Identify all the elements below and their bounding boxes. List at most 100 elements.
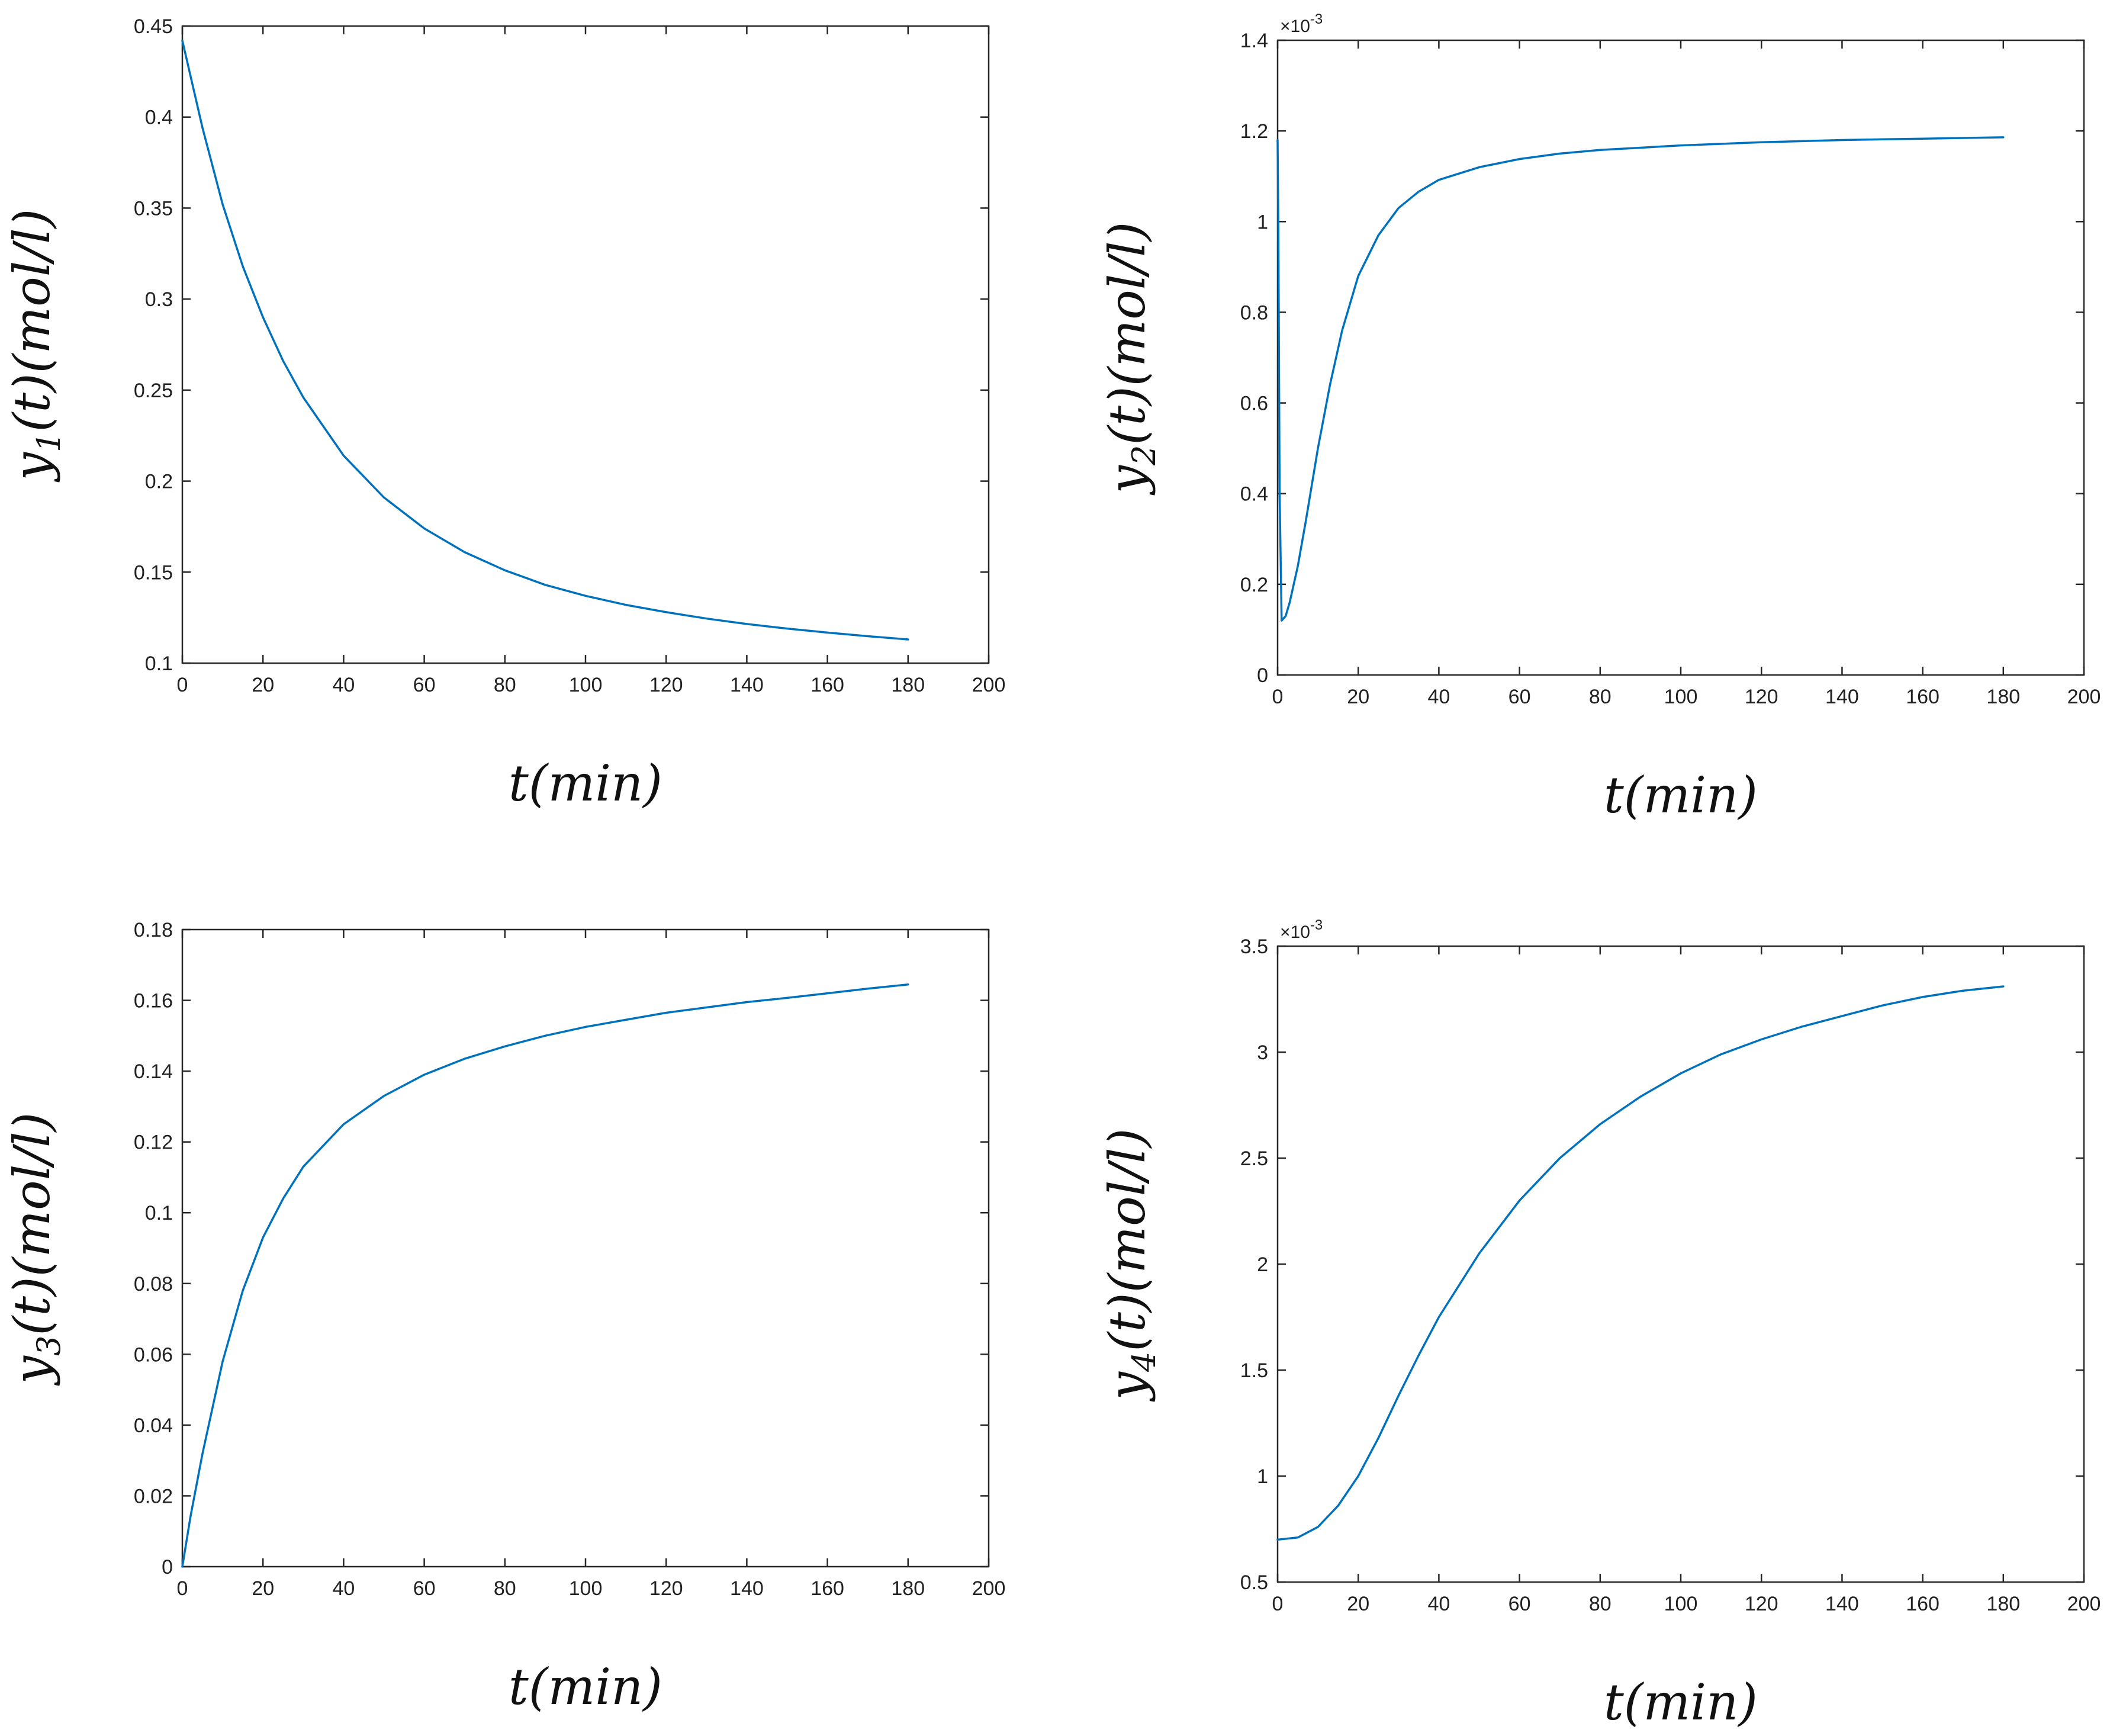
- chart-panel-y3: 0 20 40 60 80 100 120 140 160 180 200 0 0.02 0.04 0.06…: [3, 919, 1005, 1716]
- x-tick-label: 60: [413, 1577, 436, 1600]
- y-tick-label: 3: [1257, 1041, 1268, 1064]
- x-tick-label: 40: [1427, 1593, 1450, 1615]
- y-tick-label: 0.18: [134, 919, 173, 941]
- y-tick-label: 0.3: [145, 288, 173, 311]
- x-tick-label: 200: [972, 1577, 1006, 1600]
- y-tick-label: 0.02: [134, 1485, 173, 1507]
- x-tick-label: 160: [810, 674, 844, 696]
- x-tick-label: 0: [1272, 686, 1284, 708]
- y-tick-label: 0.08: [134, 1273, 173, 1295]
- x-tick-label: 100: [569, 674, 603, 696]
- x-tick-label: 40: [1427, 686, 1450, 708]
- x-tick-label: 40: [332, 674, 355, 696]
- y-tick-label: 0.35: [134, 197, 173, 220]
- x-tick-label: 160: [1906, 686, 1939, 708]
- x-tick-label: 160: [810, 1577, 844, 1600]
- y-tick-label: 0.5: [1240, 1571, 1268, 1594]
- y-tick-label: 1.4: [1240, 30, 1268, 52]
- x-tick-label: 80: [494, 674, 516, 696]
- y-tick-label: 0.04: [134, 1414, 173, 1437]
- x-tick-label: 20: [252, 1577, 274, 1600]
- y-tick-label: 0.2: [1240, 574, 1268, 596]
- y-tick-label: 0: [1257, 664, 1268, 687]
- y-tick-label: 0.4: [1240, 483, 1268, 506]
- x-tick-label: 140: [730, 1577, 764, 1600]
- y-tick-label: 1.2: [1240, 120, 1268, 143]
- x-tick-label: 180: [1986, 1593, 2020, 1615]
- series-line-y1: [181, 39, 909, 641]
- x-tick-label: 80: [494, 1577, 516, 1600]
- x-tick-label: 200: [2067, 1593, 2101, 1615]
- x-tick-label: 120: [1745, 1593, 1778, 1615]
- x-tick-label: 200: [972, 674, 1006, 696]
- y-tick-label: 0.14: [134, 1060, 173, 1083]
- y-tick-label: 0.6: [1240, 393, 1268, 415]
- plot-frame: [181, 25, 990, 664]
- y-tick-label: 1: [1257, 1465, 1268, 1488]
- x-tick-label: 20: [1347, 1593, 1369, 1615]
- y-tick-label: 1.5: [1240, 1359, 1268, 1382]
- x-axis-label: t(min): [1604, 1673, 1758, 1731]
- x-tick-label: 60: [413, 674, 436, 696]
- y-tick-label: 0.2: [145, 471, 173, 493]
- x-axis-label: t(min): [1604, 766, 1758, 824]
- y-tick-label: 1: [1257, 211, 1268, 233]
- y-tick-label: 3.5: [1240, 935, 1268, 958]
- y-tick-label: 0.8: [1240, 301, 1268, 324]
- x-tick-label: 180: [891, 674, 925, 696]
- y-tick-label: 0.4: [145, 107, 173, 129]
- x-tick-label: 20: [252, 674, 274, 696]
- y-tick-label: 0.45: [134, 15, 173, 38]
- y-tick-label: 2.5: [1240, 1147, 1268, 1170]
- x-tick-label: 100: [569, 1577, 603, 1600]
- x-tick-label: 40: [332, 1577, 355, 1600]
- axis-exponent-label: ×10-3: [1280, 11, 1323, 36]
- y-tick-label: 2: [1257, 1253, 1268, 1276]
- y-tick-label: 0.12: [134, 1131, 173, 1154]
- x-tick-label: 20: [1347, 686, 1369, 708]
- x-tick-label: 140: [730, 674, 764, 696]
- x-tick-label: 180: [1986, 686, 2020, 708]
- series-line-y4: [1276, 985, 2005, 1541]
- plot-frame: [1276, 945, 2085, 1583]
- x-tick-label: 0: [177, 674, 188, 696]
- x-axis-label: t(min): [509, 1658, 662, 1716]
- x-tick-label: 160: [1906, 1593, 1939, 1615]
- x-tick-label: 180: [891, 1577, 925, 1600]
- x-tick-label: 80: [1589, 1593, 1612, 1615]
- y-axis-label: y1(t)(mol/l): [3, 209, 67, 483]
- x-tick-label: 120: [649, 674, 683, 696]
- y-axis-label: y4(t)(mol/l): [1098, 1129, 1163, 1403]
- chart-panel-y4: 0 20 40 60 80 100 120 140 160 180 200 0.5 1 1.5 2 2.5 3 3…: [1098, 917, 2101, 1731]
- series-line-y3: [181, 983, 909, 1568]
- plot-frame: [181, 928, 990, 1568]
- x-tick-label: 60: [1508, 686, 1531, 708]
- y-tick-label: 0.25: [134, 380, 173, 402]
- chart-panel-y2: 0 20 40 60 80 100 120 140 160 180 200 0 0.2 0.4 0.6 0.8…: [1098, 11, 2101, 824]
- x-tick-label: 100: [1664, 1593, 1698, 1615]
- x-tick-label: 120: [649, 1577, 683, 1600]
- series-line-y2: [1276, 136, 2005, 622]
- x-axis-label: t(min): [509, 754, 662, 812]
- x-tick-label: 0: [1272, 1593, 1284, 1615]
- y-tick-label: 0.1: [145, 652, 173, 675]
- y-tick-label: 0.06: [134, 1343, 173, 1366]
- x-tick-label: 80: [1589, 686, 1612, 708]
- x-tick-label: 120: [1745, 686, 1778, 708]
- y-axis-label: y2(t)(mol/l): [1098, 222, 1163, 496]
- plot-frame: [1276, 39, 2085, 676]
- y-tick-label: 0: [162, 1556, 173, 1579]
- chart-panel-y1: 0 20 40 60 80 100 120 140 160 180 200 0.1 0.15 0.2 0.2…: [3, 15, 1005, 812]
- y-axis-label: y3(t)(mol/l): [3, 1113, 67, 1387]
- x-tick-label: 60: [1508, 1593, 1531, 1615]
- x-tick-label: 100: [1664, 686, 1698, 708]
- axis-exponent-label: ×10-3: [1280, 917, 1323, 942]
- x-tick-label: 140: [1825, 1593, 1859, 1615]
- y-tick-label: 0.1: [145, 1202, 173, 1224]
- x-tick-label: 140: [1825, 686, 1859, 708]
- y-tick-label: 0.15: [134, 561, 173, 584]
- x-tick-label: 200: [2067, 686, 2101, 708]
- x-tick-label: 0: [177, 1577, 188, 1600]
- y-tick-label: 0.16: [134, 990, 173, 1012]
